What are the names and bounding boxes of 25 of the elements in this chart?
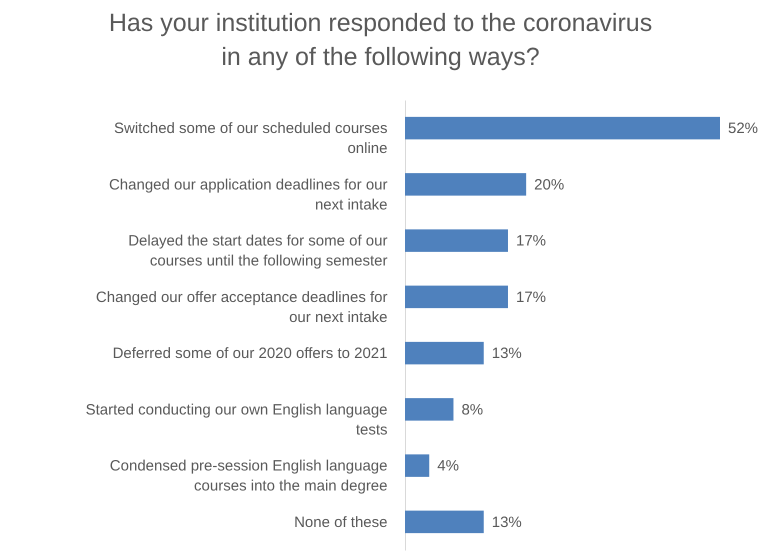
bar <box>405 454 430 477</box>
data-label: 4% <box>437 458 459 475</box>
y-tick-label: Delayed the start dates for some of our courses until the following semester <box>128 232 388 270</box>
y-tick-label: Changed our application deadlines for our next intake <box>108 176 388 214</box>
bar <box>405 398 454 421</box>
y-tick-label: None of these <box>294 514 388 531</box>
y-tick-label: Changed our offer acceptance deadlines for our next intake <box>96 288 388 326</box>
data-label: 17% <box>516 232 546 250</box>
chart-title: Has your institution responded to the coronavirus in any of the following ways? <box>108 9 652 71</box>
bar <box>405 229 508 252</box>
data-label: 20% <box>534 176 564 194</box>
bar <box>405 116 720 140</box>
data-label: 8% <box>461 401 484 418</box>
data-label: 13% <box>492 345 522 362</box>
data-label: 17% <box>516 288 546 306</box>
bar <box>405 286 508 308</box>
y-tick-label: Condensed pre-session English language courses into the main degree <box>110 458 388 495</box>
bar <box>405 173 526 196</box>
y-tick-label: Deferred some of our 2020 offers to 2021 <box>112 345 388 362</box>
bar <box>405 510 484 534</box>
y-tick-label: Switched some of our scheduled courses online <box>114 120 388 158</box>
data-label: 52% <box>728 120 758 138</box>
bar <box>405 342 484 364</box>
y-tick-label: Started conducting our own English language tests <box>86 401 388 438</box>
data-label: 13% <box>492 514 522 531</box>
